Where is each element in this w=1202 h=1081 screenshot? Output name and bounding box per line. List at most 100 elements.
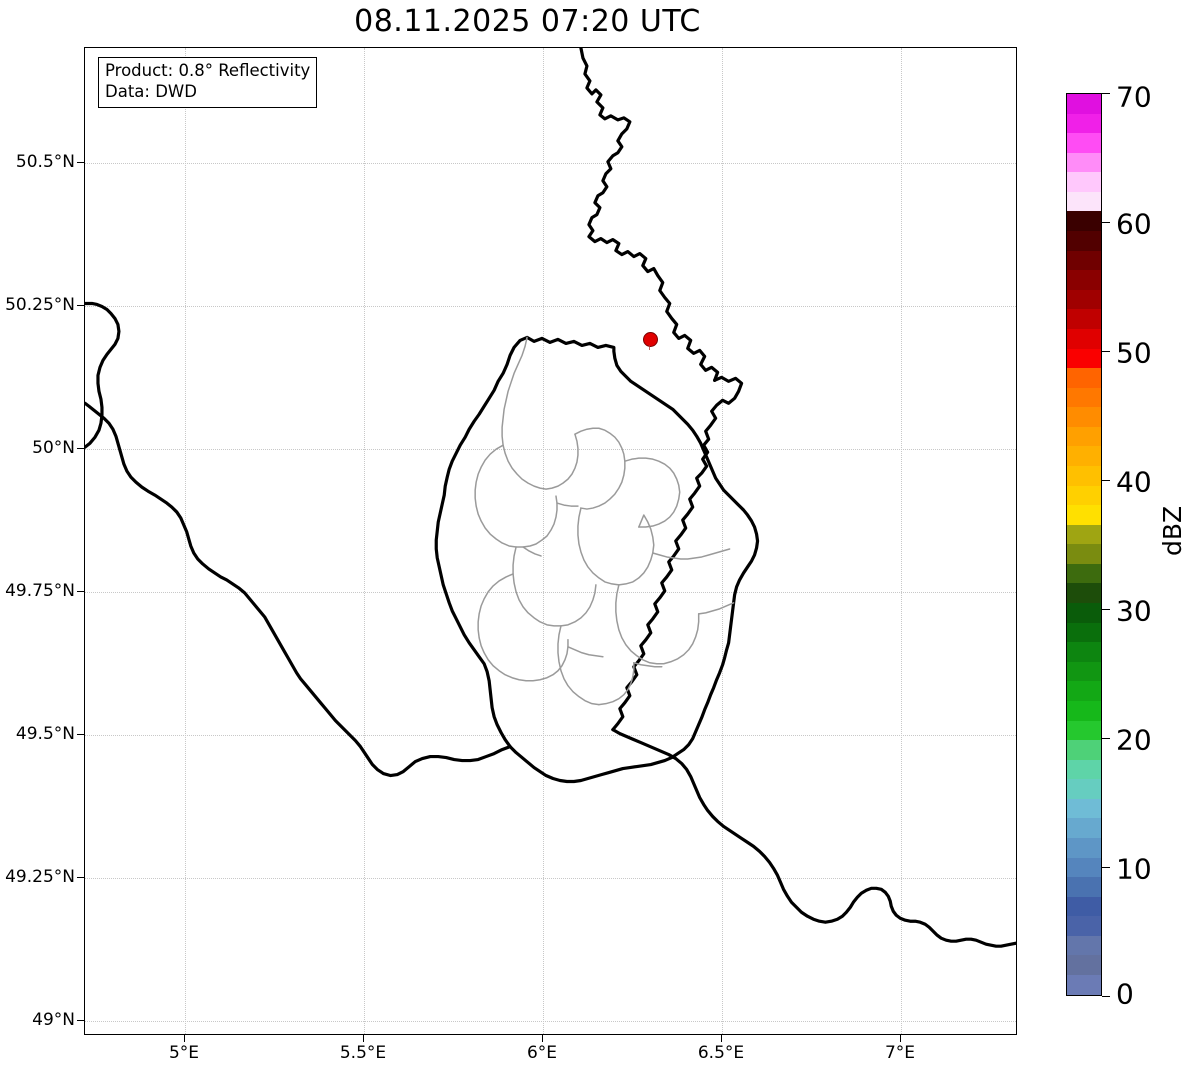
ytick-mark-49N xyxy=(77,1020,84,1021)
ytick-label-50_5N: 50.5°N xyxy=(15,152,75,172)
colorbar-band xyxy=(1067,622,1101,643)
colorbar-band xyxy=(1067,837,1101,858)
ytick-mark-50_25N xyxy=(77,305,84,306)
ytick-label-49_25N: 49.25°N xyxy=(5,867,75,887)
colorbar-band xyxy=(1067,700,1101,721)
colorbar-band xyxy=(1067,642,1101,662)
colorbar-band xyxy=(1067,426,1101,447)
xtick-label-6E: 6°E xyxy=(526,1043,558,1063)
colorbar-band xyxy=(1067,309,1101,329)
radar-map-axes[interactable]: Product: 0.8° Reflectivity Data: DWD xyxy=(84,47,1017,1035)
colorbar-band xyxy=(1067,896,1101,917)
colorbar-band xyxy=(1067,935,1101,956)
xtick-label-5_5E: 5.5°E xyxy=(339,1043,387,1063)
cb-tick-label-60: 60 xyxy=(1116,207,1152,241)
colorbar-band xyxy=(1067,661,1101,682)
colorbar-band xyxy=(1067,720,1101,741)
ytick-mark-49_5N xyxy=(77,734,84,735)
gridline-lat-50_5N xyxy=(85,163,1016,165)
xtick-label-7E: 7°E xyxy=(884,1043,916,1063)
colorbar-band xyxy=(1067,328,1101,349)
cb-tick-mark-50 xyxy=(1102,351,1110,352)
gridline-lon-7E xyxy=(901,48,903,1034)
colorbar-band xyxy=(1067,289,1101,310)
xtick-mark-5_5E xyxy=(363,1035,364,1042)
colorbar-axis-label: dBZ xyxy=(1158,505,1187,556)
colorbar-band xyxy=(1067,818,1101,838)
colorbar-band xyxy=(1067,759,1101,780)
cb-tick-mark-10 xyxy=(1102,867,1110,868)
colorbar-band xyxy=(1067,798,1101,819)
xtick-mark-7E xyxy=(900,1035,901,1042)
colorbar-band xyxy=(1067,250,1101,271)
canton-border-paths xyxy=(474,336,735,706)
colorbar-band xyxy=(1067,368,1101,388)
cb-tick-label-30: 30 xyxy=(1116,594,1152,628)
gridline-lon-6E xyxy=(543,48,545,1034)
colorbar-band xyxy=(1067,270,1101,290)
xtick-mark-6_5E xyxy=(721,1035,722,1042)
cb-tick-label-40: 40 xyxy=(1116,465,1152,499)
colorbar-band xyxy=(1067,387,1101,408)
ytick-label-49_75N: 49.75°N xyxy=(5,581,75,601)
colorbar-band xyxy=(1067,563,1101,584)
cb-tick-mark-30 xyxy=(1102,609,1110,610)
cb-tick-mark-0 xyxy=(1102,996,1110,997)
cb-tick-label-70: 70 xyxy=(1116,80,1152,114)
colorbar-band xyxy=(1067,113,1101,134)
colorbar-band xyxy=(1067,211,1101,232)
xtick-mark-6E xyxy=(542,1035,543,1042)
colorbar-band xyxy=(1067,916,1101,936)
ytick-mark-50N xyxy=(77,448,84,449)
cb-tick-label-10: 10 xyxy=(1116,852,1152,886)
colorbar-band xyxy=(1067,857,1101,878)
xtick-label-6_5E: 6.5°E xyxy=(697,1043,745,1063)
colorbar-band xyxy=(1067,485,1101,506)
ytick-label-49_5N: 49.5°N xyxy=(15,724,75,744)
gridline-lat-49_5N xyxy=(85,735,1016,737)
gridline-lat-49_75N xyxy=(85,592,1016,594)
colorbar-band xyxy=(1067,231,1101,251)
colorbar-band xyxy=(1067,94,1101,114)
colorbar-band xyxy=(1067,877,1101,897)
colorbar-band xyxy=(1067,152,1101,173)
cb-tick-label-50: 50 xyxy=(1116,336,1152,370)
colorbar-band xyxy=(1067,975,1101,995)
ytick-label-50_25N: 50.25°N xyxy=(5,295,75,315)
cb-tick-mark-20 xyxy=(1102,738,1110,739)
info-product-line: Product: 0.8° Reflectivity xyxy=(105,61,311,80)
colorbar-band xyxy=(1067,779,1101,799)
colorbar-band xyxy=(1067,740,1101,760)
gridline-lat-50_25N xyxy=(85,306,1016,308)
cb-tick-mark-60 xyxy=(1102,222,1110,223)
xtick-label-5E: 5°E xyxy=(168,1043,200,1063)
colorbar-band xyxy=(1067,524,1101,545)
colorbar-band xyxy=(1067,446,1101,466)
cb-tick-mark-40 xyxy=(1102,480,1110,481)
ytick-mark-49_75N xyxy=(77,591,84,592)
info-box: Product: 0.8° Reflectivity Data: DWD xyxy=(98,57,318,108)
ytick-label-49N: 49°N xyxy=(32,1010,75,1030)
xtick-mark-5E xyxy=(184,1035,185,1042)
colorbar-band xyxy=(1067,505,1101,525)
gridline-lat-49_25N xyxy=(85,878,1016,880)
colorbar-band xyxy=(1067,681,1101,701)
cb-tick-mark-70 xyxy=(1102,93,1110,94)
reflectivity-colorbar[interactable] xyxy=(1066,93,1102,996)
info-data-line: Data: DWD xyxy=(105,81,197,101)
gridline-lon-5_5E xyxy=(364,48,366,1034)
gridline-lat-50N xyxy=(85,449,1016,451)
cb-tick-label-20: 20 xyxy=(1116,723,1152,757)
national-border-path xyxy=(85,48,1016,948)
map-boundaries xyxy=(85,48,1016,948)
radar-site-marker[interactable] xyxy=(643,332,658,347)
colorbar-band xyxy=(1067,583,1101,604)
colorbar-band xyxy=(1067,465,1101,486)
cb-tick-label-0: 0 xyxy=(1116,977,1134,1011)
colorbar-band xyxy=(1067,603,1101,623)
gridline-lon-5E xyxy=(185,48,187,1034)
gridline-lat-49N xyxy=(85,1021,1016,1023)
colorbar-band xyxy=(1067,407,1101,427)
colorbar-band xyxy=(1067,172,1101,192)
radar-site-marker-tail xyxy=(648,345,650,350)
